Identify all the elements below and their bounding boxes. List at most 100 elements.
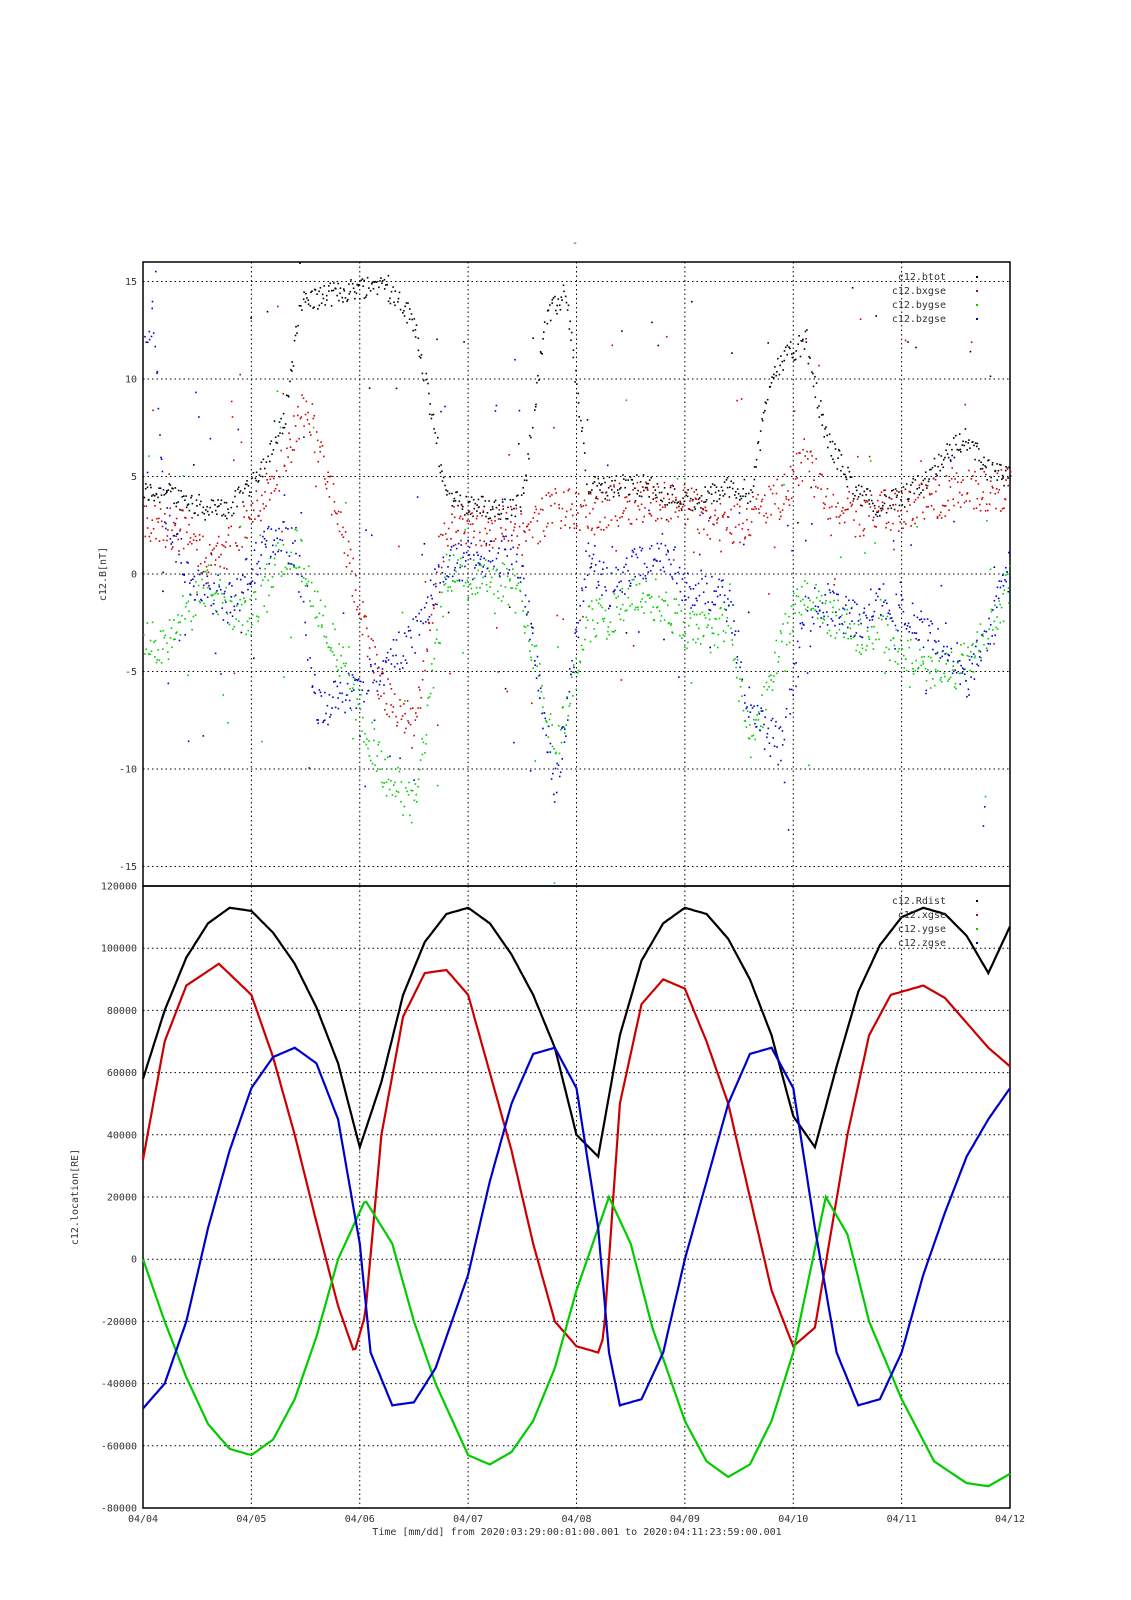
data-point <box>841 465 844 468</box>
data-point <box>538 674 541 676</box>
data-point <box>511 508 513 511</box>
data-point <box>262 458 265 461</box>
data-point <box>537 675 540 677</box>
data-point <box>887 521 890 524</box>
data-point <box>935 490 937 493</box>
data-point <box>723 513 725 516</box>
data-point <box>339 681 342 684</box>
data-point <box>220 499 223 502</box>
data-point <box>669 624 672 626</box>
data-point <box>494 410 497 412</box>
data-point <box>561 299 563 301</box>
data-point <box>489 581 492 583</box>
data-point <box>271 475 273 478</box>
data-point <box>863 607 866 610</box>
data-point <box>915 637 917 640</box>
data-point <box>897 629 899 632</box>
data-point <box>463 585 465 587</box>
data-point <box>504 586 507 588</box>
data-point <box>149 540 152 542</box>
data-point <box>624 496 626 499</box>
data-point <box>382 672 384 675</box>
data-point <box>776 672 778 675</box>
data-point <box>789 347 791 350</box>
data-point <box>852 492 854 495</box>
data-point <box>968 655 970 658</box>
data-point <box>341 701 344 703</box>
data-point <box>259 468 262 470</box>
data-point <box>308 423 311 425</box>
data-point <box>549 713 552 715</box>
data-point <box>302 298 305 300</box>
data-point <box>835 506 837 508</box>
data-point <box>531 536 534 539</box>
data-point <box>879 515 881 517</box>
data-point <box>583 442 585 445</box>
data-point <box>757 442 759 445</box>
data-point <box>164 634 166 637</box>
data-point <box>457 559 459 561</box>
data-point <box>991 462 994 464</box>
data-point <box>451 513 453 515</box>
data-point <box>294 425 297 427</box>
data-point <box>975 479 977 482</box>
data-point <box>152 494 155 496</box>
data-point <box>996 472 999 475</box>
data-point <box>149 653 151 655</box>
data-point <box>488 500 490 502</box>
data-point <box>207 586 209 589</box>
data-point <box>1004 469 1007 472</box>
data-point <box>485 542 488 545</box>
data-point <box>744 720 747 722</box>
data-point <box>676 612 679 614</box>
data-point <box>311 685 314 687</box>
data-point <box>725 529 728 531</box>
data-point <box>203 512 205 515</box>
data-point <box>562 618 564 620</box>
data-point <box>363 279 365 282</box>
data-point <box>921 483 923 485</box>
data-point <box>842 607 844 610</box>
data-point <box>864 501 867 504</box>
data-point <box>691 300 693 303</box>
data-point <box>713 484 716 486</box>
data-point <box>431 622 434 624</box>
data-point <box>612 495 615 498</box>
data-point <box>215 610 218 613</box>
data-point <box>519 590 522 593</box>
data-point <box>810 609 812 611</box>
data-point <box>503 536 505 538</box>
data-point <box>552 772 554 775</box>
data-point <box>792 694 794 697</box>
data-point <box>630 523 633 525</box>
data-point <box>417 778 420 781</box>
data-point <box>899 521 901 523</box>
data-point <box>305 400 308 403</box>
data-point <box>235 618 237 620</box>
data-point <box>222 694 224 696</box>
data-point <box>892 489 895 491</box>
data-point <box>764 409 766 412</box>
data-point <box>607 626 610 628</box>
data-point <box>681 599 683 602</box>
data-point <box>417 707 419 709</box>
data-point <box>933 457 936 460</box>
location-y-label: c12.location[RE] <box>70 1149 81 1245</box>
data-point <box>736 659 739 661</box>
data-point <box>840 454 843 456</box>
data-point <box>655 519 657 522</box>
data-point <box>840 556 842 559</box>
data-point <box>994 493 997 495</box>
data-point <box>348 699 351 702</box>
data-point <box>841 623 843 625</box>
data-point <box>717 633 720 636</box>
data-point <box>525 614 528 616</box>
data-point <box>218 585 221 588</box>
data-point <box>827 583 829 585</box>
data-point <box>189 593 191 596</box>
data-point <box>298 555 301 557</box>
data-point <box>255 479 257 482</box>
data-point <box>387 778 390 781</box>
data-point <box>887 624 889 626</box>
series-c12-xgse <box>141 962 1011 1354</box>
